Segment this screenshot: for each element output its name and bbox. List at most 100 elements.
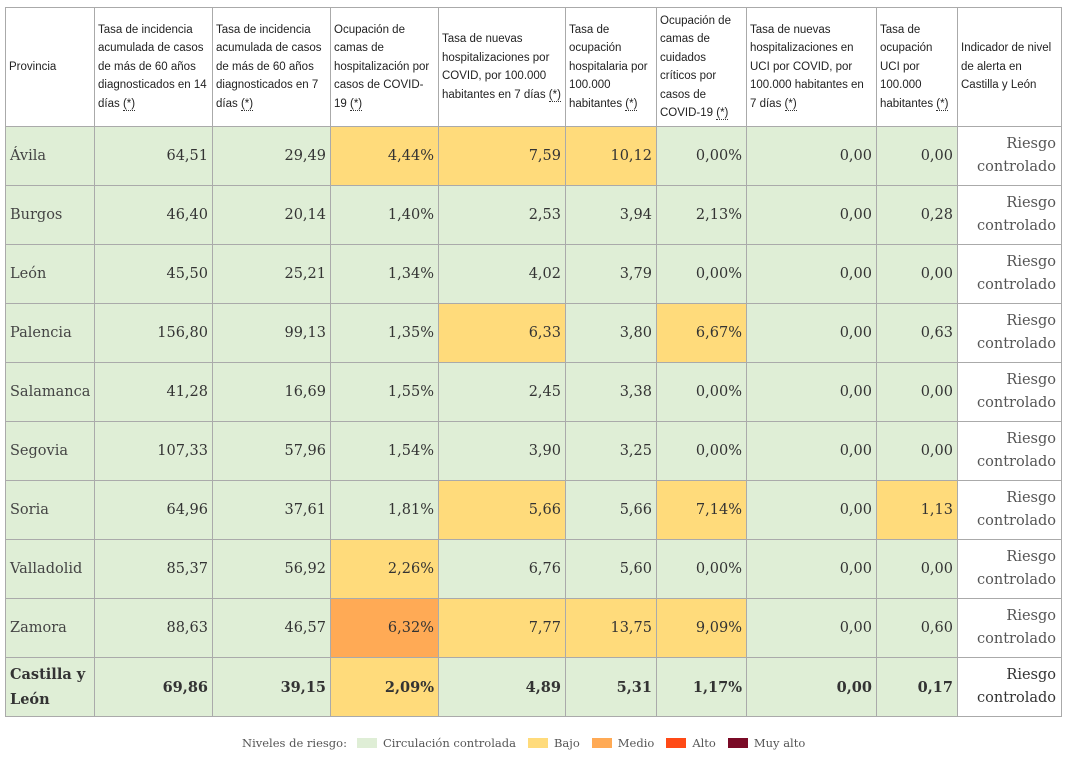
indicator-value: 1,81%	[330, 480, 439, 540]
indicator-value: 0,63	[876, 303, 958, 363]
indicator-value: 0,00	[876, 539, 958, 599]
indicator-value: 16,69	[212, 362, 331, 422]
legend-swatch	[727, 738, 748, 748]
legend-swatch	[591, 738, 612, 748]
column-header-label: Indicador de nivel de alerta en Castilla…	[961, 42, 1052, 92]
province-name: Burgos	[5, 185, 95, 245]
indicator-value: 0,00	[876, 362, 958, 422]
indicator-value: 0,00	[746, 185, 877, 245]
footnote-link[interactable]: (*)	[240, 97, 254, 111]
column-header: Tasa de incidencia acumulada de casos de…	[212, 7, 331, 127]
table-row: Valladolid 85,37 56,92 2,26% 6,76 5,60 0,00% 0,…	[5, 539, 1062, 599]
indicator-value: 0,00	[876, 421, 958, 481]
indicator-value: 1,55%	[330, 362, 439, 422]
alert-level: Riesgo controlado	[957, 657, 1062, 717]
column-header: Ocupación de camas de cuidados críticos …	[656, 7, 747, 127]
legend-swatch	[527, 738, 548, 748]
indicator-value: 9,09%	[656, 598, 747, 658]
indicator-value: 156,80	[94, 303, 213, 363]
alert-indicators-table: Provincia Tasa de incidencia acumulada de…	[5, 7, 1062, 717]
table-row: León 45,50 25,21 1,34% 4,02 3,79 0,00% 0,00 0,00…	[5, 244, 1062, 304]
indicator-value: 25,21	[212, 244, 331, 304]
indicator-value: 7,14%	[656, 480, 747, 540]
indicator-value: 88,63	[94, 598, 213, 658]
indicator-value: 6,32%	[330, 598, 439, 658]
legend-swatch	[666, 738, 687, 748]
indicator-value: 3,94	[565, 185, 657, 245]
column-header: Tasa de nuevas hospitalizaciones en UCI …	[746, 7, 877, 127]
indicator-value: 0,00%	[656, 539, 747, 599]
indicator-value: 13,75	[565, 598, 657, 658]
column-header-label: Tasa de ocupación UCI por 100.000 habita…	[880, 23, 937, 110]
province-name: Soria	[5, 480, 95, 540]
indicator-value: 0,00%	[656, 421, 747, 481]
footnote-link[interactable]: (*)	[350, 97, 363, 111]
footnote-link[interactable]: (*)	[548, 88, 561, 102]
indicator-value: 0,00	[746, 303, 877, 363]
column-header: Indicador de nivel de alerta en Castilla…	[957, 7, 1062, 127]
indicator-value: 56,92	[212, 539, 331, 599]
indicator-value: 5,66	[438, 480, 566, 540]
alert-level: Riesgo controlado	[957, 480, 1062, 540]
legend-item: Muy alto	[727, 736, 806, 750]
indicator-value: 1,13	[876, 480, 958, 540]
indicator-value: 46,57	[212, 598, 331, 658]
indicator-value: 0,17	[876, 657, 958, 717]
indicator-value: 0,00	[746, 657, 877, 717]
indicator-value: 0,00	[746, 126, 877, 186]
alert-level: Riesgo controlado	[957, 421, 1062, 481]
province-name: Palencia	[5, 303, 95, 363]
indicator-value: 0,00%	[656, 126, 747, 186]
column-header: Tasa de ocupación hospitalaria por 100.0…	[565, 7, 657, 127]
table-row: Soria 64,96 37,61 1,81% 5,66 5,66 7,14% 0,00 1,1…	[5, 480, 1062, 540]
indicator-value: 0,00	[746, 362, 877, 422]
indicator-value: 0,60	[876, 598, 958, 658]
indicator-value: 2,26%	[330, 539, 439, 599]
column-header-label: Tasa de incidencia acumulada de casos de…	[98, 23, 207, 110]
indicator-value: 0,00	[746, 598, 877, 658]
indicator-value: 2,53	[438, 185, 566, 245]
indicator-value: 1,17%	[656, 657, 747, 717]
indicator-value: 6,76	[438, 539, 566, 599]
footnote-link[interactable]: (*)	[936, 97, 949, 111]
legend-item-label: Medio	[617, 736, 655, 750]
legend-item-label: Muy alto	[753, 736, 806, 750]
footnote-link[interactable]: (*)	[784, 97, 797, 111]
indicator-value: 4,89	[438, 657, 566, 717]
province-name: Segovia	[5, 421, 95, 481]
indicator-value: 45,50	[94, 244, 213, 304]
legend-item: Medio	[591, 736, 655, 750]
indicator-value: 0,00	[746, 539, 877, 599]
province-name: Salamanca	[5, 362, 95, 422]
indicator-value: 5,31	[565, 657, 657, 717]
province-name: Valladolid	[5, 539, 95, 599]
indicator-value: 1,35%	[330, 303, 439, 363]
table-row: Segovia 107,33 57,96 1,54% 3,90 3,25 0,00% 0,00…	[5, 421, 1062, 481]
indicator-value: 107,33	[94, 421, 213, 481]
indicator-value: 4,02	[438, 244, 566, 304]
province-name: Castilla y León	[5, 657, 95, 717]
indicator-value: 2,13%	[656, 185, 747, 245]
indicator-value: 0,00	[876, 126, 958, 186]
alert-level: Riesgo controlado	[957, 303, 1062, 363]
table-row: Burgos 46,40 20,14 1,40% 2,53 3,94 2,13% 0,00 0,…	[5, 185, 1062, 245]
indicator-value: 64,96	[94, 480, 213, 540]
footnote-link[interactable]: (*)	[716, 107, 729, 120]
alert-level: Riesgo controlado	[957, 244, 1062, 304]
column-header-label: Tasa de nuevas hospitalizaciones en UCI …	[750, 23, 864, 110]
table-body: Ávila 64,51 29,49 4,44% 7,59 10,12 0,00% 0,00 0,…	[5, 126, 1062, 717]
indicator-value: 7,77	[438, 598, 566, 658]
footnote-link[interactable]: (*)	[625, 97, 638, 111]
risk-legend: Niveles de riesgo: Circulación controlad…	[242, 736, 817, 750]
legend-label: Niveles de riesgo:	[242, 736, 347, 750]
legend-swatch	[356, 738, 377, 748]
column-header-label: Tasa de incidencia acumulada de casos de…	[216, 23, 322, 110]
alert-table-container: Provincia Tasa de incidencia acumulada de…	[5, 7, 1062, 717]
legend-item: Bajo	[527, 736, 580, 750]
footnote-link[interactable]: (*)	[122, 97, 136, 111]
indicator-value: 20,14	[212, 185, 331, 245]
legend-item: Circulación controlada	[356, 736, 516, 750]
indicator-value: 1,54%	[330, 421, 439, 481]
indicator-value: 3,38	[565, 362, 657, 422]
indicator-value: 29,49	[212, 126, 331, 186]
